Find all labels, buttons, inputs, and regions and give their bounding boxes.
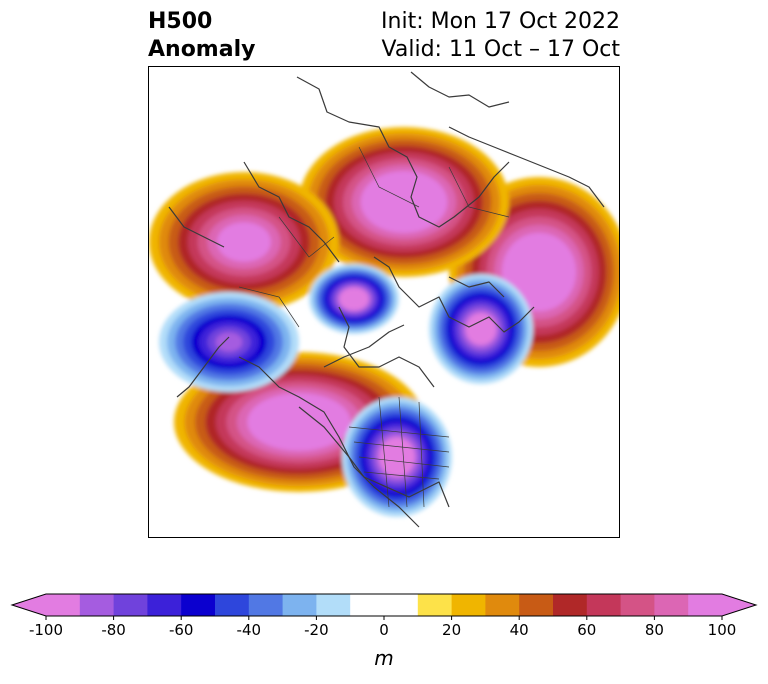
colorbar-segment [417,594,453,616]
colorbar-extend-max [722,594,756,616]
coastline [338,306,435,388]
colorbar-extend-min [12,594,46,616]
colorbar-tick-label: 100 [708,621,737,639]
colorbar-segment [451,594,486,616]
title-left: H500 Anomaly [148,8,255,64]
colorbar-tick-label: -20 [304,621,329,639]
colorbar-segment [316,594,351,616]
title-valid-range: Valid: 11 Oct – 17 Oct [381,37,620,62]
title-field-type: Anomaly [148,37,256,62]
country-borders [238,146,510,328]
colorbar-segment [553,594,588,616]
coastline [448,126,605,208]
anomaly-contour [346,293,362,305]
title-init-date: Init: Mon 17 Oct 2022 [381,9,620,34]
colorbar-tick-label: -40 [237,621,262,639]
coastline [298,406,450,508]
coastline [410,71,510,108]
title-field-name: H500 [148,9,213,34]
colorbar-tick-label: -80 [101,621,126,639]
colorbar: -100 -80 -60 -40 -20 0 20 40 60 80 100 [10,593,758,639]
colorbar-tick-label: -60 [169,621,194,639]
colorbar-segment [350,594,385,616]
title-right: Init: Mon 17 Oct 2022 Valid: 11 Oct – 17… [381,8,620,64]
state-borders [348,396,450,508]
anomaly-contour [278,410,320,434]
anomaly-contour [215,332,243,352]
colorbar-segment [620,594,655,616]
anomaly-map [148,66,620,538]
coastline [168,206,225,248]
colorbar-segment [586,594,622,616]
colorbar-segment [654,594,689,616]
coastline [323,324,405,368]
coastline [448,276,505,298]
coastline [238,356,420,528]
colorbar-tick-label: 40 [510,621,529,639]
coastline [373,256,535,333]
colorbar-tick-label: 60 [577,621,596,639]
colorbar-segment [688,594,723,616]
coastline [296,76,510,228]
colorbar-segment [147,594,182,616]
colorbar-segment [79,594,115,616]
colorbar-segment [384,594,419,616]
anomaly-contour [524,256,554,288]
colorbar-segment [181,594,216,616]
colorbar-segment [519,594,554,616]
colorbar-tick-label: 20 [442,621,461,639]
colorbar-segment [248,594,284,616]
colorbar-tick-label: 0 [379,621,389,639]
colorbar-unit-label: m [374,646,394,670]
coastline [176,336,230,398]
anomaly-contour [226,229,262,255]
colorbar-segment [282,594,317,616]
anomaly-contour [386,189,422,215]
colorbar-tick-label: -100 [29,621,63,639]
colorbar-segment [485,594,520,616]
coastline [243,161,340,263]
colorbar-segment [46,594,81,616]
colorbar-tick-label: 80 [645,621,664,639]
colorbar-segment [215,594,250,616]
colorbar-segment [113,594,148,616]
